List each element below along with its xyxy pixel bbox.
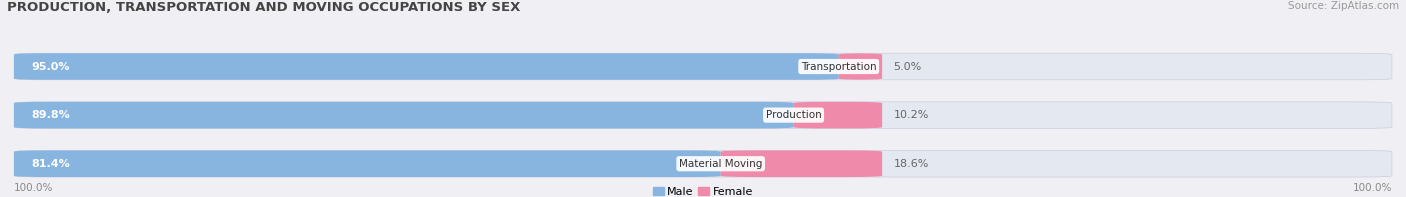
FancyBboxPatch shape	[721, 151, 882, 177]
FancyBboxPatch shape	[14, 151, 721, 177]
Text: 18.6%: 18.6%	[893, 159, 929, 169]
Text: 5.0%: 5.0%	[893, 61, 921, 72]
Text: PRODUCTION, TRANSPORTATION AND MOVING OCCUPATIONS BY SEX: PRODUCTION, TRANSPORTATION AND MOVING OC…	[7, 1, 520, 14]
FancyBboxPatch shape	[14, 151, 1392, 177]
FancyBboxPatch shape	[14, 53, 1392, 80]
Text: 10.2%: 10.2%	[893, 110, 929, 120]
Text: Production: Production	[766, 110, 821, 120]
Text: Transportation: Transportation	[801, 61, 876, 72]
Text: Source: ZipAtlas.com: Source: ZipAtlas.com	[1288, 1, 1399, 11]
Text: 95.0%: 95.0%	[31, 61, 69, 72]
FancyBboxPatch shape	[14, 53, 839, 80]
FancyBboxPatch shape	[839, 53, 882, 80]
FancyBboxPatch shape	[14, 102, 1392, 128]
FancyBboxPatch shape	[14, 102, 793, 128]
Text: Material Moving: Material Moving	[679, 159, 762, 169]
Text: 89.8%: 89.8%	[31, 110, 70, 120]
Text: 81.4%: 81.4%	[31, 159, 70, 169]
Legend: Male, Female: Male, Female	[648, 182, 758, 197]
FancyBboxPatch shape	[793, 102, 882, 128]
Text: 100.0%: 100.0%	[14, 183, 53, 193]
Text: 100.0%: 100.0%	[1353, 183, 1392, 193]
